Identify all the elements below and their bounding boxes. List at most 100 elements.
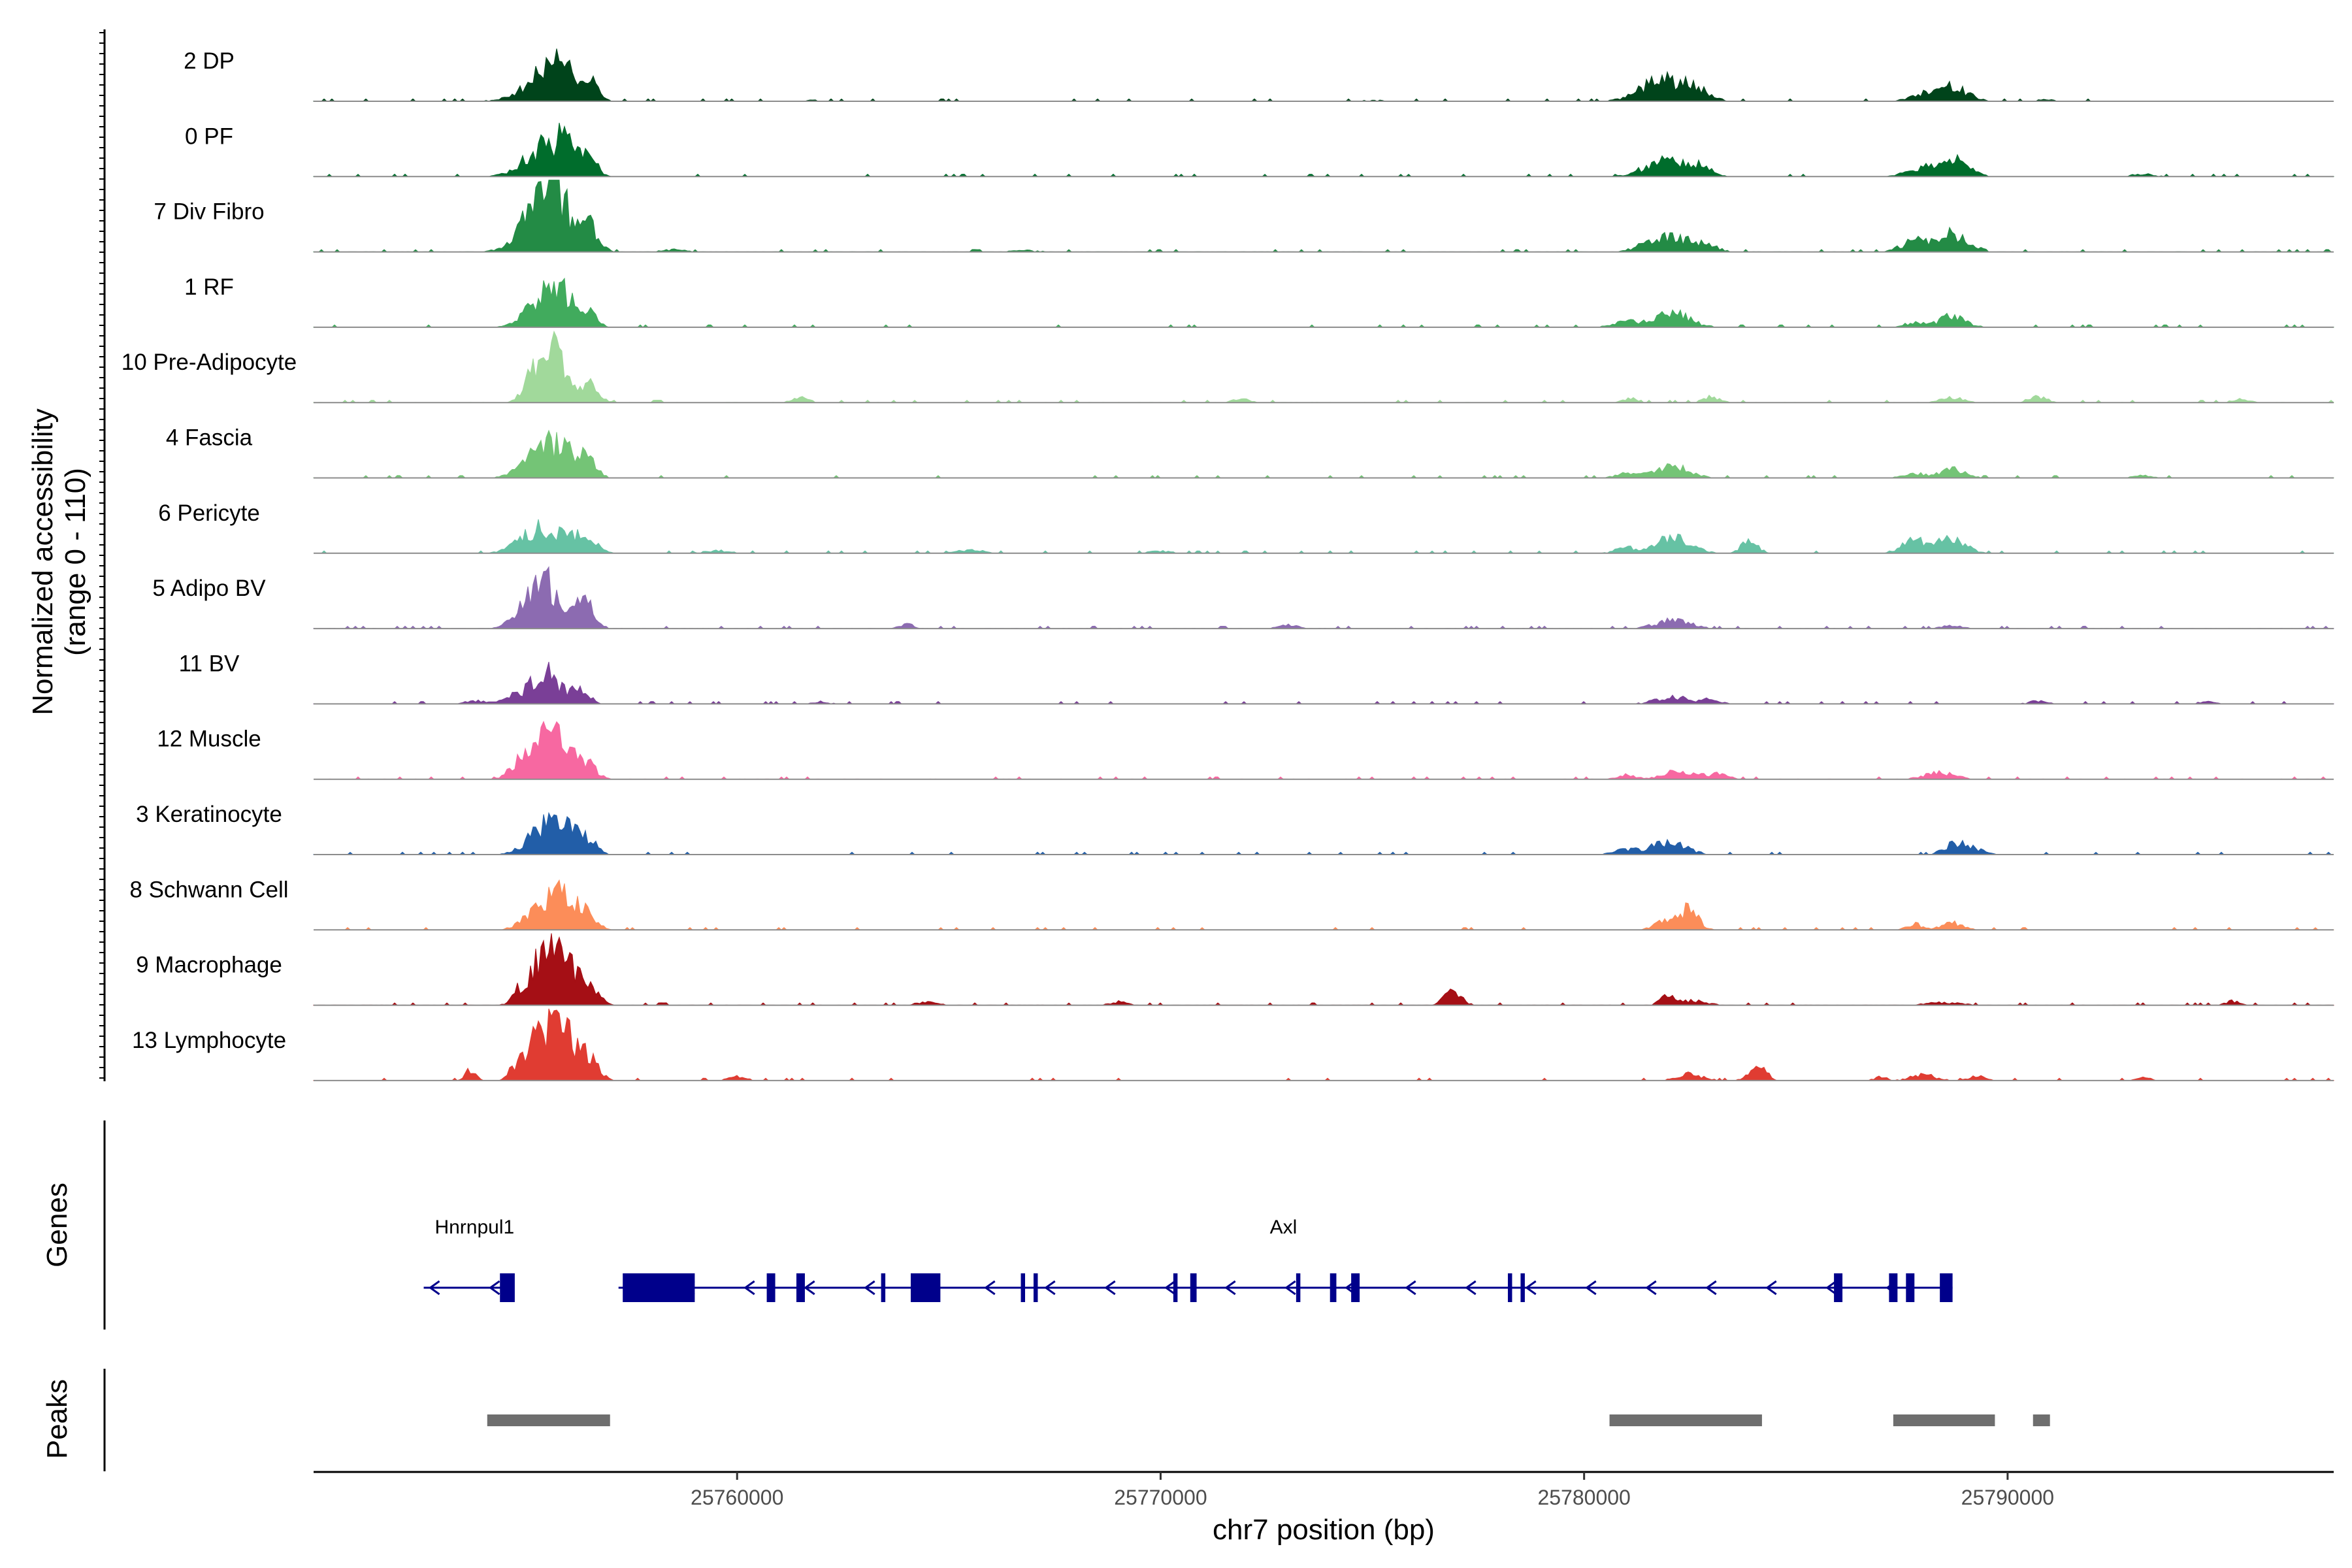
gene-name-label: Hnrnpul1 bbox=[434, 1217, 514, 1238]
gene-exon bbox=[796, 1273, 805, 1302]
strand-arrow-icon bbox=[1765, 1280, 1777, 1296]
coverage-track-label: 5 Adipo BV bbox=[152, 576, 266, 601]
peak-region bbox=[487, 1414, 610, 1426]
coverage-area bbox=[313, 566, 2334, 629]
coverage-area bbox=[313, 519, 2334, 554]
coverage-track-label: 9 Macrophage bbox=[136, 953, 282, 978]
genes-track-label: Genes bbox=[41, 1183, 73, 1267]
peak-region bbox=[1609, 1414, 1762, 1426]
genes-panel: Hnrnpul1 Axl bbox=[423, 1217, 1953, 1302]
strand-arrow-icon bbox=[428, 1280, 440, 1296]
strand-arrow-icon bbox=[1104, 1280, 1116, 1296]
strand-arrow-icon bbox=[1044, 1280, 1056, 1296]
coverage-track: 12 Muscle bbox=[157, 721, 2334, 780]
strand-arrow-icon bbox=[1224, 1280, 1236, 1296]
coverage-area bbox=[313, 933, 2334, 1006]
gene-exon bbox=[623, 1273, 695, 1302]
coverage-area bbox=[313, 330, 2334, 403]
strand-arrow-icon bbox=[1585, 1280, 1597, 1296]
coverage-track: 8 Schwann Cell bbox=[129, 877, 2334, 931]
gene-exon bbox=[1190, 1273, 1197, 1302]
gene-exon bbox=[1889, 1273, 1898, 1302]
gene-exon bbox=[1033, 1273, 1038, 1302]
strand-arrow-icon bbox=[1164, 1280, 1176, 1296]
gene-exon bbox=[1296, 1273, 1301, 1302]
coverage-panel: 2 DP 0 PF 7 Div Fibro 1 RF 10 Pre-Adipocyte 4… bbox=[122, 48, 2334, 1081]
gene-exon bbox=[881, 1273, 886, 1302]
coverage-track: 5 Adipo BV bbox=[152, 566, 2334, 630]
coverage-track-label: 10 Pre-Adipocyte bbox=[122, 350, 297, 375]
x-axis-title: chr7 position (bp) bbox=[1213, 1514, 1435, 1546]
strand-arrow-icon bbox=[488, 1280, 500, 1296]
coverage-track: 1 RF bbox=[184, 274, 2334, 328]
gene-exon bbox=[910, 1273, 941, 1302]
strand-arrow-icon bbox=[1645, 1280, 1657, 1296]
coverage-area bbox=[313, 811, 2334, 855]
coverage-track-label: 7 Div Fibro bbox=[154, 199, 264, 225]
gene-exon bbox=[1940, 1273, 1953, 1302]
coverage-track: 2 DP bbox=[184, 48, 2334, 102]
peaks-track-label: Peaks bbox=[41, 1379, 73, 1459]
coverage-track-label: 2 DP bbox=[184, 48, 235, 74]
gene-name-label: Axl bbox=[1270, 1217, 1298, 1238]
coverage-area bbox=[314, 721, 2334, 780]
coverage-track: 6 Pericyte bbox=[158, 500, 2334, 554]
strand-arrow-icon bbox=[1284, 1280, 1296, 1296]
peak-region bbox=[2033, 1414, 2050, 1426]
coverage-area bbox=[313, 661, 2334, 705]
gene-exon bbox=[1021, 1273, 1026, 1302]
peak-region bbox=[1893, 1414, 1995, 1426]
coverage-track-label: 0 PF bbox=[185, 123, 233, 149]
coverage-track: 9 Macrophage bbox=[136, 933, 2334, 1006]
coverage-track-label: 4 Fascia bbox=[166, 425, 253, 451]
coverage-track: 4 Fascia bbox=[166, 425, 2334, 479]
strand-arrow-icon bbox=[1825, 1280, 1837, 1296]
coverage-axis-ticks bbox=[99, 32, 105, 1079]
coverage-area bbox=[313, 180, 2334, 253]
coverage-area bbox=[313, 429, 2334, 479]
coverage-area bbox=[313, 1008, 2334, 1081]
coverage-track-label: 12 Muscle bbox=[157, 727, 261, 752]
strand-arrow-icon bbox=[743, 1280, 755, 1296]
gene-exon bbox=[1330, 1273, 1337, 1302]
coverage-track-label: 13 Lymphocyte bbox=[132, 1028, 286, 1053]
coverage-track-label: 1 RF bbox=[184, 274, 234, 300]
coverage-area bbox=[313, 48, 2334, 102]
coverage-track: 11 BV bbox=[179, 651, 2334, 705]
coverage-track: 0 PF bbox=[185, 122, 2334, 178]
x-axis-tick-label: 25770000 bbox=[1114, 1486, 1207, 1509]
gene-model: Hnrnpul1 bbox=[423, 1217, 515, 1302]
gene-exon bbox=[1520, 1273, 1525, 1302]
strand-arrow-icon bbox=[864, 1280, 875, 1296]
strand-arrow-icon bbox=[1465, 1280, 1477, 1296]
strand-arrow-icon bbox=[984, 1280, 996, 1296]
strand-arrow-icon bbox=[1405, 1280, 1416, 1296]
x-axis-tick-label: 25760000 bbox=[691, 1486, 783, 1509]
coverage-area bbox=[313, 879, 2334, 930]
gene-exon bbox=[766, 1273, 776, 1302]
coverage-area bbox=[313, 277, 2334, 328]
x-axis-ticks: 25760000 25770000 25780000 25790000 bbox=[691, 1472, 2054, 1509]
gene-exon bbox=[1351, 1273, 1360, 1302]
coverage-track: 13 Lymphocyte bbox=[132, 1008, 2334, 1081]
x-axis-tick-label: 25790000 bbox=[1961, 1486, 2054, 1509]
coverage-area bbox=[313, 122, 2334, 177]
gene-exon bbox=[500, 1273, 515, 1302]
coverage-track-label: 11 BV bbox=[179, 651, 240, 676]
coverage-track-label: 3 Keratinocyte bbox=[136, 802, 282, 827]
gene-model: Axl bbox=[618, 1217, 1953, 1302]
gene-exon bbox=[1173, 1273, 1178, 1302]
gene-exon bbox=[1906, 1273, 1915, 1302]
coverage-track: 3 Keratinocyte bbox=[136, 802, 2334, 855]
peaks-panel bbox=[487, 1414, 2050, 1426]
gene-exon bbox=[1507, 1273, 1512, 1302]
strand-arrow-icon bbox=[804, 1280, 815, 1296]
coverage-track: 10 Pre-Adipocyte bbox=[122, 330, 2334, 404]
coverage-track: 7 Div Fibro bbox=[154, 180, 2334, 253]
coverage-track-label: 8 Schwann Cell bbox=[129, 877, 288, 902]
strand-arrow-icon bbox=[1525, 1280, 1537, 1296]
coverage-ylabel-line2: (range 0 - 110) bbox=[59, 468, 91, 656]
gene-exon bbox=[1834, 1273, 1843, 1302]
x-axis-tick-label: 25780000 bbox=[1537, 1486, 1630, 1509]
